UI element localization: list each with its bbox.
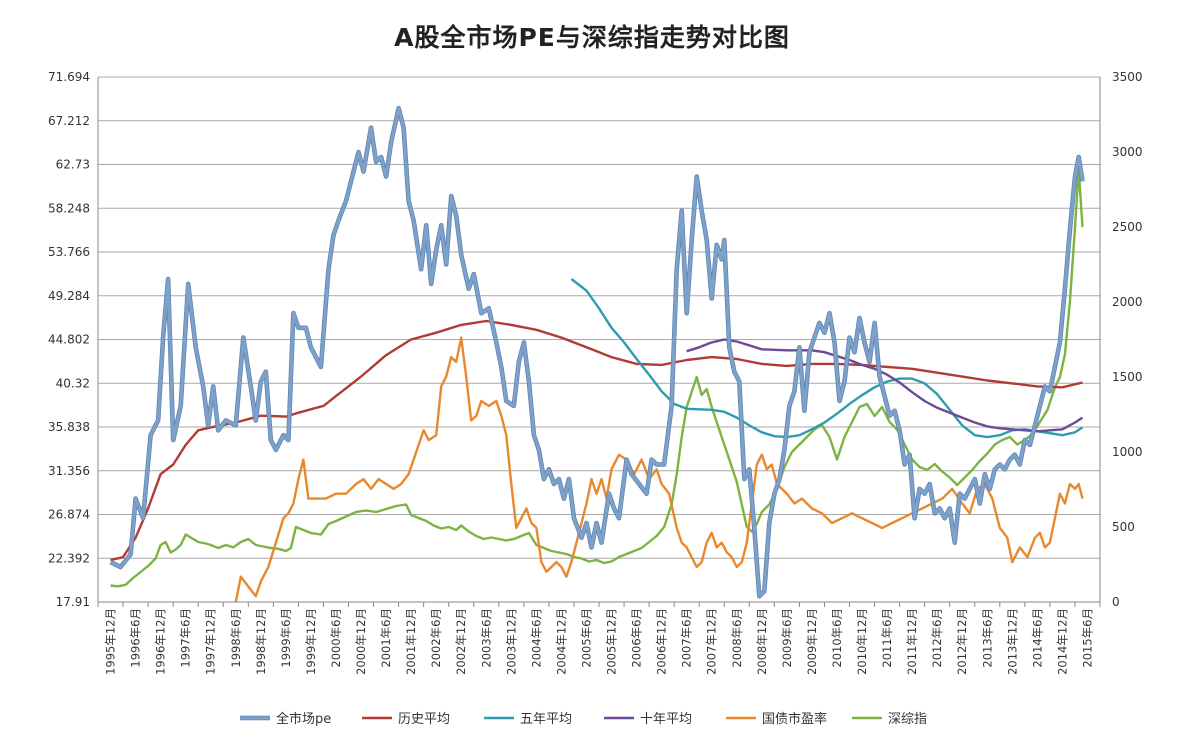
x-tick-label: 1995年12月 bbox=[104, 608, 118, 675]
x-tick-label: 1998年6月 bbox=[229, 608, 243, 668]
x-tick-label: 2011年6月 bbox=[880, 608, 894, 668]
x-tick-label: 2003年6月 bbox=[479, 608, 493, 668]
y-left-tick-label: 35.838 bbox=[48, 420, 90, 434]
y-left-tick-label: 17.91 bbox=[56, 595, 90, 609]
x-tick-label: 2000年12月 bbox=[354, 608, 368, 675]
x-tick-label: 2012年12月 bbox=[955, 608, 969, 675]
x-tick-label: 2001年6月 bbox=[379, 608, 393, 668]
x-tick-label: 2003年12月 bbox=[504, 608, 518, 675]
y-right-tick-label: 1500 bbox=[1112, 370, 1143, 384]
x-tick-label: 2013年12月 bbox=[1005, 608, 1019, 675]
legend-label: 五年平均 bbox=[520, 712, 572, 727]
y-right-tick-label: 3000 bbox=[1112, 145, 1143, 159]
y-left-tick-label: 53.766 bbox=[48, 245, 90, 259]
y-right-tick-label: 0 bbox=[1112, 595, 1120, 609]
y-left-tick-label: 71.694 bbox=[48, 70, 90, 84]
chart-title: A股全市场PE与深综指走势对比图 bbox=[394, 23, 790, 52]
series-line-3 bbox=[686, 338, 1084, 433]
y-right-tick-label: 1000 bbox=[1112, 445, 1143, 459]
x-tick-label: 2015年6月 bbox=[1080, 608, 1094, 668]
legend-label: 深综指 bbox=[888, 712, 927, 727]
x-tick-label: 1997年6月 bbox=[179, 608, 193, 668]
x-tick-label: 2008年12月 bbox=[755, 608, 769, 675]
x-tick-label: 2009年6月 bbox=[780, 608, 794, 668]
y-left-tick-label: 67.212 bbox=[48, 114, 90, 128]
y-right-tick-label: 2000 bbox=[1112, 295, 1143, 309]
x-tick-label: 2010年6月 bbox=[830, 608, 844, 668]
x-tick-label: 2011年12月 bbox=[905, 608, 919, 675]
legend-label: 历史平均 bbox=[398, 712, 450, 727]
x-tick-label: 2004年6月 bbox=[529, 608, 543, 668]
x-tick-label: 2006年6月 bbox=[630, 608, 644, 668]
x-tick-label: 2009年12月 bbox=[805, 608, 819, 675]
legend-label: 国债市盈率 bbox=[762, 711, 827, 727]
x-tick-label: 1996年6月 bbox=[129, 608, 143, 668]
x-tick-label: 2012年6月 bbox=[930, 608, 944, 668]
y-left-tick-label: 58.248 bbox=[48, 201, 90, 215]
x-tick-label: 1997年12月 bbox=[204, 608, 218, 675]
x-tick-label: 1999年6月 bbox=[279, 608, 293, 668]
x-tick-label: 1996年12月 bbox=[154, 608, 168, 675]
series-line-0 bbox=[109, 106, 1084, 598]
y-left-tick-label: 44.802 bbox=[48, 333, 90, 347]
series-line-5 bbox=[110, 168, 1084, 588]
x-tick-label: 2010年12月 bbox=[855, 608, 869, 675]
y-right-tick-label: 3500 bbox=[1112, 70, 1143, 84]
x-tick-label: 2014年12月 bbox=[1055, 608, 1069, 675]
y-left-tick-label: 40.32 bbox=[56, 376, 90, 390]
y-left-tick-label: 26.874 bbox=[48, 508, 90, 522]
x-tick-label: 2004年12月 bbox=[554, 608, 568, 675]
x-tick-label: 1999年12月 bbox=[304, 608, 318, 675]
x-tick-label: 2008年6月 bbox=[730, 608, 744, 668]
series-line-4 bbox=[234, 336, 1084, 603]
x-tick-label: 2007年12月 bbox=[705, 608, 719, 675]
legend-label: 十年平均 bbox=[640, 712, 692, 727]
x-tick-label: 2006年12月 bbox=[655, 608, 669, 675]
y-left-tick-label: 49.284 bbox=[48, 289, 90, 303]
x-tick-label: 2002年12月 bbox=[454, 608, 468, 675]
x-tick-label: 1998年12月 bbox=[254, 608, 268, 675]
legend-label: 全市场pe bbox=[276, 711, 331, 727]
series-line-1 bbox=[110, 319, 1083, 562]
x-tick-label: 2014年6月 bbox=[1030, 608, 1044, 668]
x-tick-label: 2013年6月 bbox=[980, 608, 994, 668]
y-right-tick-label: 500 bbox=[1112, 520, 1135, 534]
y-left-tick-label: 62.73 bbox=[56, 158, 90, 172]
y-right-tick-label: 2500 bbox=[1112, 220, 1143, 234]
series-line-2 bbox=[570, 278, 1084, 439]
y-left-tick-label: 31.356 bbox=[48, 464, 90, 478]
x-tick-label: 2007年6月 bbox=[680, 608, 694, 668]
y-left-tick-label: 22.392 bbox=[48, 551, 90, 565]
x-tick-label: 2005年12月 bbox=[605, 608, 619, 675]
x-tick-label: 2001年12月 bbox=[404, 608, 418, 675]
x-tick-label: 2005年6月 bbox=[579, 608, 593, 668]
x-tick-label: 2002年6月 bbox=[429, 608, 443, 668]
x-tick-label: 2000年6月 bbox=[329, 608, 343, 668]
